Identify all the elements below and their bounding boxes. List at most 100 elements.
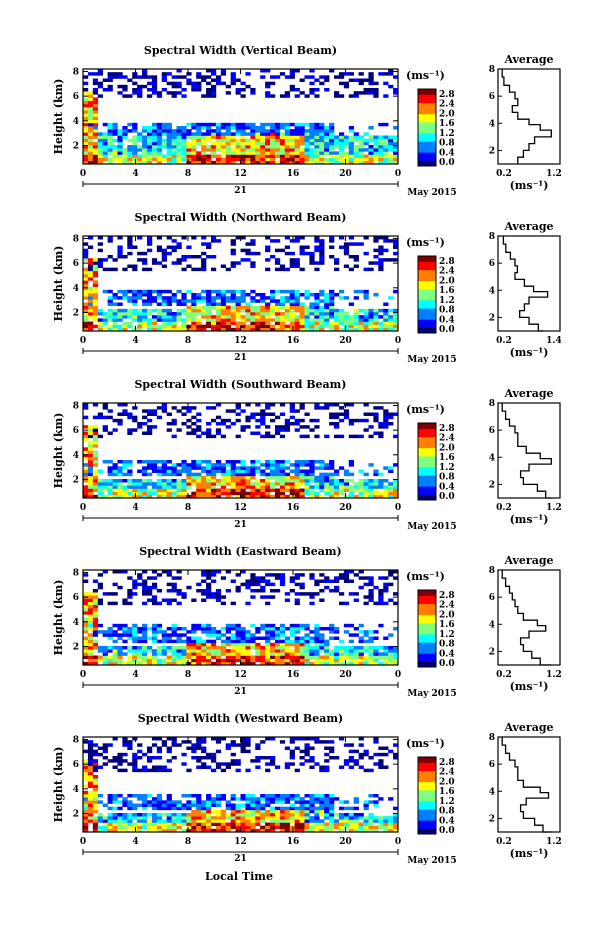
heatmap-cell bbox=[294, 819, 300, 823]
heatmap-cell bbox=[324, 466, 330, 470]
heatmap-cell bbox=[225, 129, 231, 133]
heatmap-cell bbox=[265, 69, 271, 73]
heatmap-cell bbox=[196, 160, 202, 165]
heatmap-cell bbox=[284, 479, 291, 483]
heatmap-cell bbox=[87, 308, 94, 313]
heatmap-cell bbox=[324, 308, 330, 313]
colorbar-segment bbox=[418, 623, 436, 627]
heatmap-cell bbox=[289, 132, 295, 136]
heatmap-cell bbox=[225, 828, 231, 833]
heatmap-cell bbox=[299, 122, 305, 127]
heatmap-cell bbox=[92, 261, 99, 265]
heatmap-cell bbox=[166, 312, 172, 316]
heatmap-cell bbox=[260, 151, 266, 155]
heatmap-cell bbox=[83, 437, 89, 442]
heatmap-cell bbox=[210, 296, 217, 300]
heatmap-cell bbox=[171, 84, 177, 89]
heatmap-cell bbox=[383, 315, 389, 319]
heatmap-cell bbox=[102, 762, 108, 766]
heatmap-cell bbox=[151, 743, 158, 747]
heatmap-cell bbox=[279, 806, 286, 811]
heatmap-cell bbox=[299, 491, 305, 496]
heatmap-cell bbox=[201, 806, 207, 811]
heatmap-cell bbox=[132, 658, 138, 663]
colorbar-segment bbox=[418, 283, 436, 287]
heatmap-cell bbox=[329, 160, 335, 165]
heatmap-cell bbox=[210, 816, 217, 820]
heatmap-cell bbox=[166, 308, 172, 313]
heatmap-cell bbox=[334, 652, 340, 656]
heatmap-cell bbox=[378, 652, 384, 656]
heatmap-cell bbox=[304, 94, 310, 98]
heatmap-cell bbox=[156, 157, 163, 162]
y-tick-label: 8 bbox=[73, 401, 79, 411]
heatmap-cell bbox=[166, 422, 172, 426]
heatmap-cell bbox=[270, 412, 276, 416]
heatmap-cell bbox=[171, 800, 177, 804]
heatmap-cell bbox=[117, 418, 123, 423]
heatmap-cell bbox=[383, 141, 389, 146]
heatmap-cell bbox=[97, 488, 103, 492]
heatmap-cell bbox=[358, 485, 364, 489]
heatmap-cell bbox=[191, 132, 197, 136]
heatmap-cell bbox=[343, 494, 350, 499]
heatmap-cell bbox=[388, 315, 394, 319]
heatmap-cell bbox=[329, 652, 335, 656]
heatmap-cell bbox=[289, 491, 295, 496]
heatmap-cell bbox=[353, 655, 359, 659]
heatmap-cell bbox=[284, 816, 291, 820]
heatmap-cell bbox=[255, 646, 261, 650]
heatmap-cell bbox=[284, 289, 291, 294]
heatmap-cell bbox=[151, 315, 158, 319]
heatmap-cell bbox=[353, 312, 359, 316]
heatmap-cell bbox=[324, 145, 330, 149]
heatmap-cell bbox=[92, 151, 99, 155]
heatmap-cell bbox=[87, 633, 94, 637]
heatmap-cell bbox=[348, 255, 354, 259]
heatmap-cell bbox=[319, 308, 325, 313]
heatmap-cell bbox=[196, 800, 202, 804]
heatmap-cell bbox=[240, 636, 246, 640]
heatmap-cell bbox=[235, 145, 241, 149]
heatmap-cell bbox=[161, 743, 167, 747]
heatmap-cell bbox=[137, 482, 143, 486]
heatmap-cell bbox=[348, 129, 354, 133]
heatmap-cell bbox=[186, 312, 192, 316]
heatmap-cell bbox=[324, 576, 330, 580]
heatmap-cell bbox=[83, 494, 89, 499]
heatmap-cell bbox=[319, 485, 325, 489]
heatmap-cell bbox=[240, 661, 246, 666]
heatmap-cell bbox=[97, 324, 103, 329]
heatmap-cell bbox=[304, 308, 310, 313]
heatmap-cell bbox=[299, 819, 305, 823]
heatmap-cell bbox=[309, 636, 315, 640]
heatmap-cell bbox=[215, 469, 222, 473]
heatmap-cell bbox=[151, 661, 158, 666]
heatmap-cell bbox=[230, 154, 236, 158]
heatmap-cell bbox=[240, 749, 246, 754]
heatmap-cell bbox=[294, 573, 300, 577]
heatmap-cell bbox=[304, 816, 310, 820]
heatmap-cell bbox=[378, 138, 384, 143]
heatmap-cell bbox=[146, 293, 153, 297]
heatmap-cell bbox=[206, 475, 212, 480]
heatmap-cell bbox=[142, 148, 148, 152]
heatmap-cell bbox=[319, 460, 325, 464]
heatmap-cell bbox=[87, 126, 94, 130]
heatmap-cell bbox=[225, 157, 231, 162]
heatmap-cell bbox=[107, 327, 113, 332]
heatmap-cell bbox=[294, 737, 300, 741]
heatmap-cell bbox=[299, 797, 305, 801]
heatmap-cell bbox=[166, 589, 172, 593]
heatmap-cell bbox=[393, 308, 399, 313]
heatmap-cell bbox=[245, 636, 251, 640]
heatmap-cell bbox=[294, 145, 300, 149]
heatmap-cell bbox=[299, 816, 305, 820]
heatmap-cell bbox=[294, 154, 300, 158]
heatmap-cell bbox=[343, 646, 350, 650]
heatmap-cell bbox=[309, 652, 315, 656]
heatmap-cell bbox=[142, 318, 148, 322]
heatmap-cell bbox=[210, 797, 217, 801]
heatmap-cell bbox=[245, 639, 251, 644]
heatmap-cell bbox=[132, 652, 138, 656]
